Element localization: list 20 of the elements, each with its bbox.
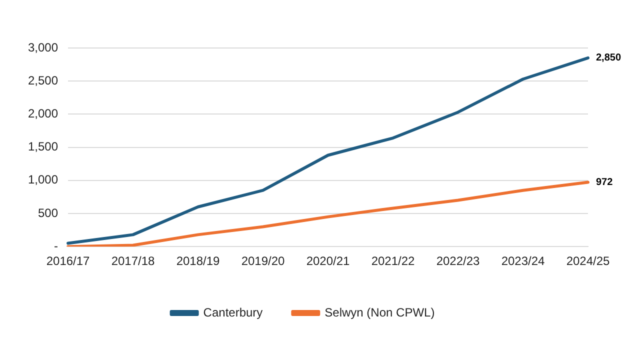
y-tick-label: - <box>54 238 58 253</box>
x-tick-label: 2024/25 <box>566 254 610 268</box>
y-tick-label: 1,500 <box>28 140 58 154</box>
y-tick-label: 2,000 <box>28 106 58 121</box>
data-label: 972 <box>596 177 614 188</box>
x-tick-label: 2020/21 <box>306 254 350 268</box>
legend-label: Canterbury <box>203 305 263 320</box>
x-tick-label: 2016/17 <box>46 254 90 268</box>
x-tick-label: 2021/22 <box>371 254 416 268</box>
x-tick-label: 2019/20 <box>241 254 286 268</box>
x-tick-label: 2023/24 <box>501 254 546 268</box>
x-tick-label: 2018/19 <box>176 254 220 268</box>
x-tick-label: 2017/18 <box>111 254 156 268</box>
y-tick-label: 1,000 <box>28 172 58 187</box>
y-tick-label: 2,500 <box>28 73 58 88</box>
x-tick-label: 2022/23 <box>436 254 480 268</box>
y-tick-label: 500 <box>38 206 58 220</box>
y-tick-label: 3,000 <box>28 40 58 54</box>
data-label: 2,850 <box>596 52 622 64</box>
legend-label: Selwyn (Non CPWL) <box>324 305 435 320</box>
